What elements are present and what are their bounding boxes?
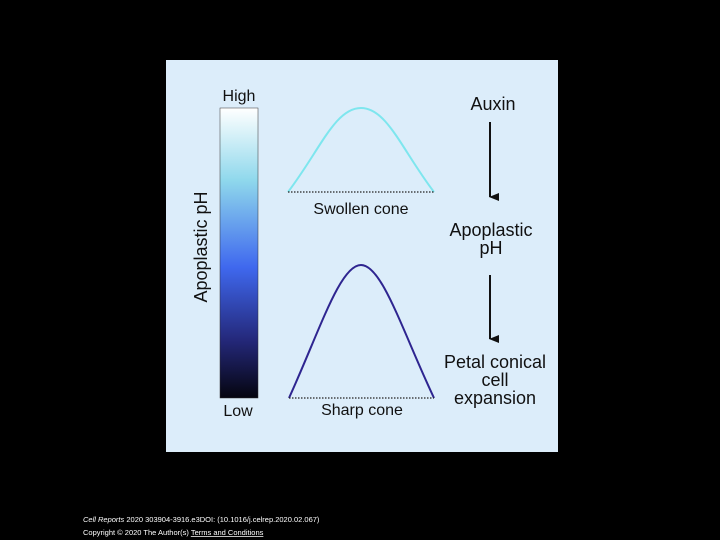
copyright: Copyright © 2020 The Author(s) xyxy=(83,528,189,537)
ph-gradient-bar xyxy=(219,107,259,399)
flow-label: expansion xyxy=(454,388,536,408)
sharp-cone-curve xyxy=(288,263,435,399)
copyright-line: Copyright © 2020 The Author(s) Terms and… xyxy=(83,528,264,537)
flow-label: pH xyxy=(479,238,502,258)
terms-link[interactable]: Terms and Conditions xyxy=(191,528,264,537)
axis-high: High xyxy=(223,88,256,105)
flow-label: Apoplastic xyxy=(449,220,532,240)
cone-label: Sharp cone xyxy=(321,402,403,419)
flow-label: Petal conical xyxy=(444,352,546,372)
citation: Cell Reports 2020 303904-3916.e3DOI: (10… xyxy=(83,515,320,524)
axis-label: Apoplastic pH xyxy=(191,191,211,302)
cone-label: Swollen cone xyxy=(313,201,408,218)
axis-low: Low xyxy=(223,403,253,420)
citation-text: 2020 303904-3916.e3DOI: (10.1016/j.celre… xyxy=(126,515,320,524)
swollen-cone-curve xyxy=(287,106,435,193)
flow-label: cell xyxy=(481,370,508,390)
flow-label: Auxin xyxy=(470,94,515,114)
journal: Cell Reports xyxy=(83,515,125,524)
